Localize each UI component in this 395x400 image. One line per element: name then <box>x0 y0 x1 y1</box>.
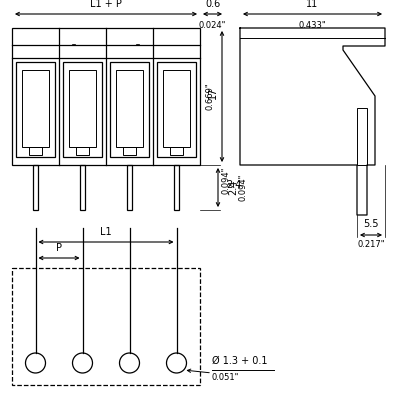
Text: 11: 11 <box>307 0 319 9</box>
Bar <box>127 165 132 210</box>
Bar <box>22 70 49 147</box>
Bar <box>69 70 96 147</box>
Bar <box>12 28 200 165</box>
Bar <box>63 62 102 157</box>
Text: 0.433": 0.433" <box>299 21 326 30</box>
Bar <box>110 62 149 157</box>
Text: 0.6: 0.6 <box>205 0 220 9</box>
Bar <box>80 165 85 210</box>
Bar <box>16 62 55 157</box>
Bar <box>116 70 143 147</box>
Text: 0.094": 0.094" <box>222 167 231 194</box>
Text: P: P <box>56 243 62 253</box>
Bar <box>123 147 135 155</box>
Bar <box>174 165 179 210</box>
Text: 0.669": 0.669" <box>205 83 214 110</box>
Bar <box>157 62 196 157</box>
Text: L1: L1 <box>100 227 112 237</box>
Text: 0.217": 0.217" <box>357 240 385 249</box>
Text: 2.4: 2.4 <box>226 180 241 190</box>
Text: 0.024": 0.024" <box>199 21 226 30</box>
Text: 17: 17 <box>208 86 218 99</box>
Text: 5.5: 5.5 <box>363 219 379 229</box>
Text: 0.094": 0.094" <box>239 174 248 201</box>
Bar <box>12 268 200 385</box>
Bar <box>357 108 367 165</box>
Text: 0.051": 0.051" <box>212 373 239 382</box>
Bar <box>170 147 182 155</box>
Bar <box>163 70 190 147</box>
Text: L1 + P: L1 + P <box>90 0 122 9</box>
Text: Ø 1.3 + 0.1: Ø 1.3 + 0.1 <box>212 356 267 366</box>
Bar <box>29 147 41 155</box>
Bar <box>76 147 88 155</box>
Text: 2.4: 2.4 <box>228 180 238 195</box>
Bar <box>33 165 38 210</box>
